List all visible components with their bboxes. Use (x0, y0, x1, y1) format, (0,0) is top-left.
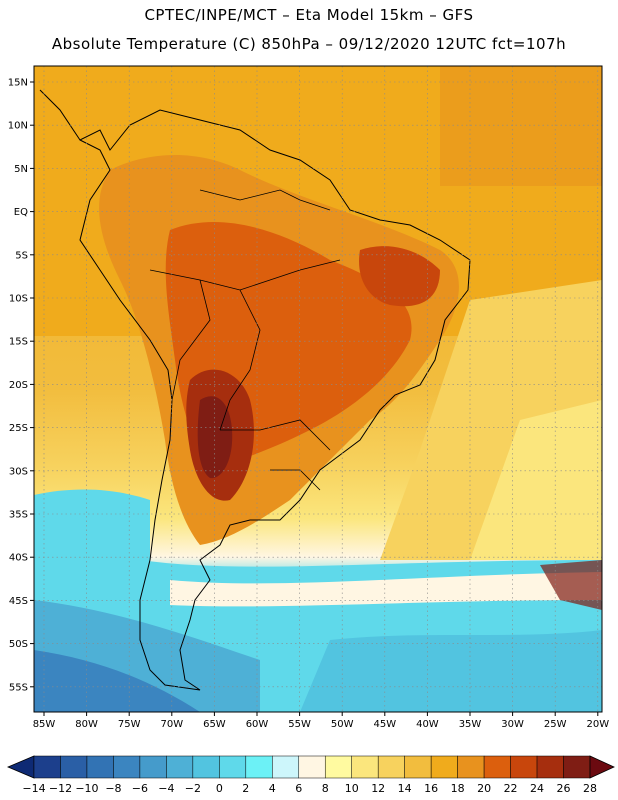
colorbar-swatch (60, 755, 88, 779)
lat-label: 10N (8, 121, 28, 132)
colorbar-swatch (377, 755, 405, 779)
colorbar-swatch (139, 755, 167, 779)
longitude-labels: 85W 80W 75W 70W 65W 60W 55W 50W 45W 40W 35W 30W 25W 2… (33, 712, 609, 730)
colorbar-label: 28 (583, 782, 597, 795)
lat-label: 25S (9, 423, 28, 434)
colorbar-swatch (510, 755, 538, 779)
colorbar-swatch (219, 755, 247, 779)
colorbar-label: 8 (322, 782, 329, 795)
lon-label: 55W (288, 719, 311, 730)
colorbar-swatch (166, 755, 194, 779)
colorbar-label: 24 (530, 782, 544, 795)
lon-label: 75W (118, 719, 141, 730)
title-line-1: CPTEC/INPE/MCT – Eta Model 15km – GFS (144, 6, 474, 24)
colorbar-swatch (483, 755, 511, 779)
colorbar-swatch (245, 755, 273, 779)
colorbar-label: −12 (49, 782, 72, 795)
colorbar-swatch (324, 755, 352, 779)
colorbar-label: 26 (557, 782, 571, 795)
lat-label: 40S (9, 553, 28, 564)
colorbar-label: 4 (269, 782, 276, 795)
lon-label: 35W (459, 719, 482, 730)
colorbar-label: 22 (504, 782, 518, 795)
colorbar-label: −8 (105, 782, 121, 795)
lat-label: 55S (9, 682, 28, 693)
lon-label: 45W (373, 719, 396, 730)
colorbar-swatch (86, 755, 114, 779)
lon-label: 60W (246, 719, 269, 730)
colorbar-swatch (563, 755, 591, 779)
colorbar: −14 −12 −10 −8 −6 −4 −2 0 2 4 6 8 10 12 14 16 18 20 22 24 26… (6, 755, 615, 795)
lon-label: 85W (33, 719, 56, 730)
lat-label: 15S (9, 337, 28, 348)
lon-label: 50W (331, 719, 354, 730)
lat-lon-grid (34, 66, 602, 712)
lat-label: EQ (14, 207, 28, 218)
colorbar-swatch (192, 755, 220, 779)
lat-label: 45S (9, 596, 28, 607)
colorbar-swatch (33, 755, 61, 779)
lon-label: 65W (203, 719, 226, 730)
colorbar-label: 18 (451, 782, 465, 795)
latitude-labels: 15N 10N 5N EQ 5S 10S 15S 20S 25S 30S 35S 40S 45S 50S 5… (8, 78, 34, 693)
lon-label: 40W (416, 719, 439, 730)
lon-label: 80W (75, 719, 98, 730)
colorbar-label: −2 (185, 782, 201, 795)
lat-label: 35S (9, 510, 28, 521)
colorbar-swatch (536, 755, 564, 779)
colorbar-label: 20 (477, 782, 491, 795)
colorbar-label: −4 (158, 782, 174, 795)
colorbar-max-arrow (589, 755, 615, 779)
colorbar-label: 2 (242, 782, 249, 795)
colorbar-swatch (272, 755, 300, 779)
colorbar-label: 14 (398, 782, 412, 795)
colorbar-label: 12 (371, 782, 385, 795)
colorbar-swatch (113, 755, 141, 779)
temperature-field (34, 66, 602, 712)
map-frame (33, 65, 603, 713)
lon-label: 25W (544, 719, 567, 730)
country-borders (149, 189, 341, 491)
lon-label: 20W (586, 719, 609, 730)
colorbar-label: −6 (132, 782, 148, 795)
lat-label: 5N (14, 164, 28, 175)
colorbar-label: 0 (216, 782, 223, 795)
colorbar-swatch (457, 755, 485, 779)
colorbar-label: 10 (345, 782, 359, 795)
lat-label: 15N (8, 78, 28, 89)
colorbar-swatch (430, 755, 458, 779)
colorbar-swatch (351, 755, 379, 779)
colorbar-min-arrow (6, 755, 35, 779)
lat-label: 50S (9, 639, 28, 650)
lon-label: 30W (501, 719, 524, 730)
lat-label: 20S (9, 380, 28, 391)
lat-label: 10S (9, 294, 28, 305)
lon-label: 70W (160, 719, 183, 730)
colorbar-label: 16 (424, 782, 438, 795)
colorbar-label: 6 (295, 782, 302, 795)
colorbar-swatch (404, 755, 432, 779)
colorbar-label: −14 (22, 782, 45, 795)
colorbar-swatch (298, 755, 326, 779)
colorbar-label: −10 (75, 782, 98, 795)
lat-label: 5S (15, 250, 28, 261)
lat-label: 30S (9, 466, 28, 477)
coastline (39, 89, 471, 691)
title-line-2: Absolute Temperature (C) 850hPa – 09/12/… (51, 35, 567, 53)
